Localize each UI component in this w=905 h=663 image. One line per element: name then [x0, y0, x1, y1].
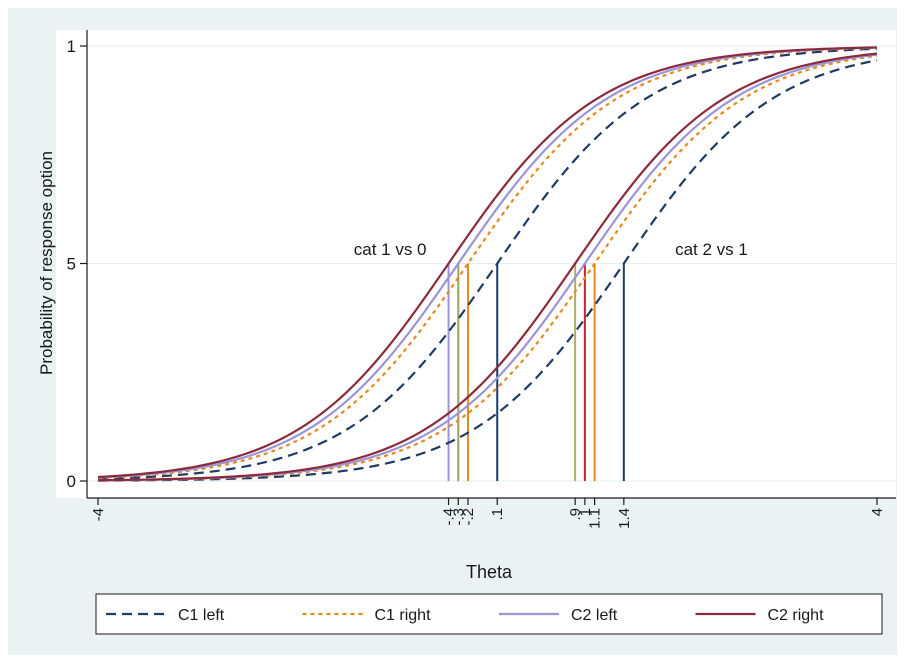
annotations: cat 1 vs 0 cat 2 vs 1 [354, 240, 748, 259]
x-tick-label: -4 [90, 508, 107, 521]
x-tick-label: .1 [489, 508, 506, 521]
y-tick-label: 1 [67, 37, 76, 56]
y-ticks: 0 5 1 [67, 37, 87, 491]
y-axis-title: Probability of response option [37, 151, 56, 375]
series-line [97, 46, 878, 480]
y-tick-label: 0 [67, 472, 76, 491]
x-axis-title: Theta [466, 562, 513, 582]
x-tick-label: 1.4 [616, 508, 633, 529]
x-tick-label: .9 [567, 508, 584, 521]
curves [97, 46, 878, 482]
x-tick-label: -.2 [460, 508, 477, 526]
reference-lines [447, 263, 625, 481]
y-tick-label: 5 [67, 255, 76, 274]
x-tick-label: -.4 [441, 508, 458, 526]
x-ticks: -4 -.4-.3-.2 .1 .911.1 1.4 4 [90, 498, 886, 529]
legend: C1 left C1 right C2 left C2 right [95, 593, 883, 635]
x-tick-label: 4 [869, 508, 886, 516]
legend-label: C1 right [375, 607, 432, 624]
legend-label: C2 right [768, 607, 825, 624]
grid-lines [87, 45, 896, 482]
series-line [97, 47, 878, 480]
legend-label: C2 left [571, 607, 618, 624]
x-tick-label: -.3 [450, 508, 467, 526]
x-tick-label: 1.1 [587, 508, 604, 529]
series-line [97, 52, 878, 482]
legend-label: C1 left [178, 607, 225, 624]
x-tick-label: 1 [577, 508, 594, 516]
annotation: cat 2 vs 1 [675, 240, 748, 259]
series-line [97, 46, 878, 479]
annotation: cat 1 vs 0 [354, 240, 427, 259]
